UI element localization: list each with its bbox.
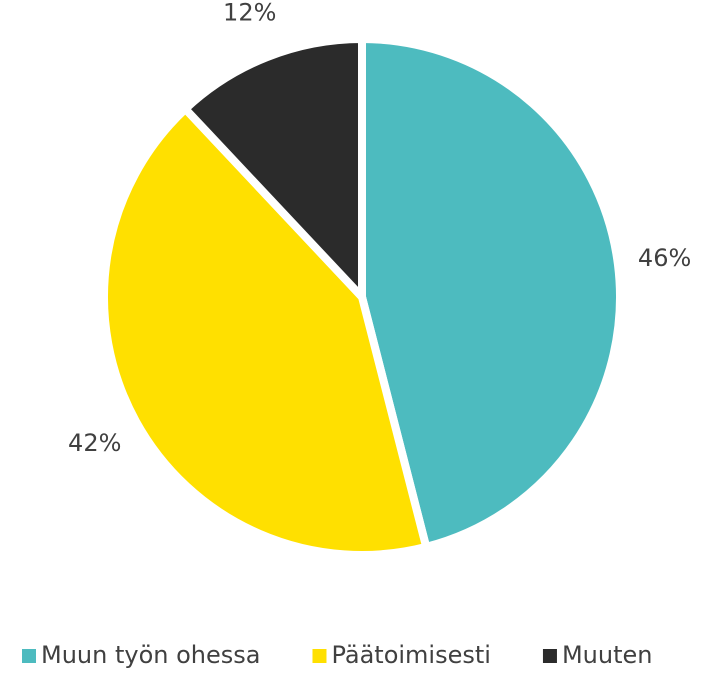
pie-slice	[358, 34, 624, 552]
pie-slice	[179, 34, 366, 308]
legend-swatch	[22, 649, 36, 663]
legend-swatch	[312, 649, 327, 663]
legend-label: Muuten	[562, 641, 653, 669]
data-label: 46%	[638, 244, 691, 272]
legend-label: Muun työn ohessa	[41, 641, 260, 669]
data-label: 12%	[223, 0, 276, 26]
legend-label: Päätoimisesti	[331, 641, 490, 669]
legend-swatch	[542, 649, 557, 663]
pie-slice	[100, 103, 432, 559]
data-label: 42%	[68, 429, 121, 457]
